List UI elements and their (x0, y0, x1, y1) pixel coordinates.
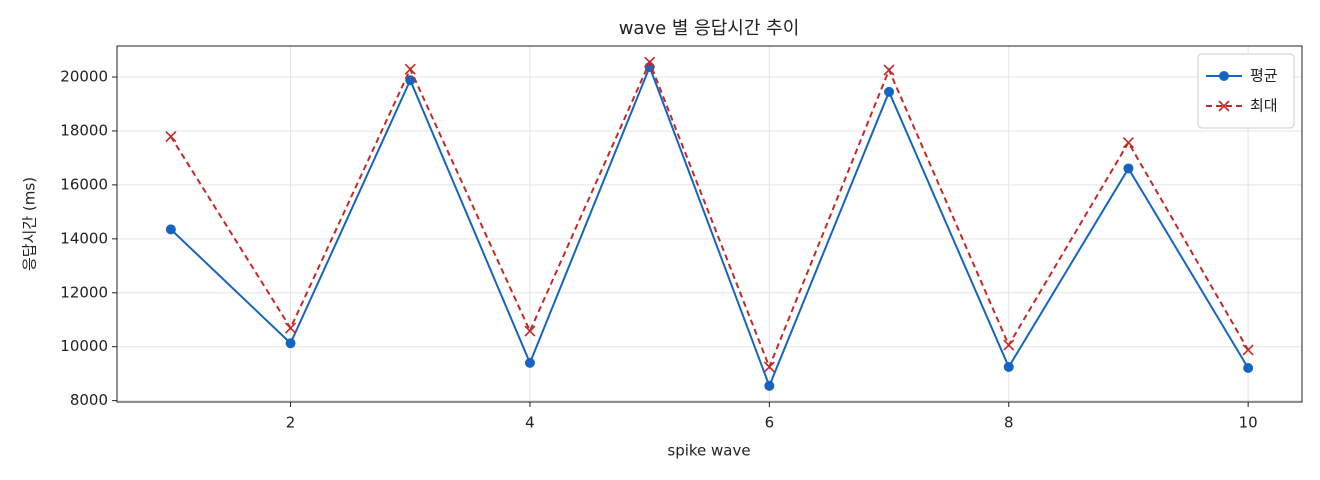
point (1243, 363, 1254, 374)
x-axis-label: spike wave (667, 442, 750, 460)
x-tick-label: 6 (765, 414, 775, 432)
legend-label: 최대 (1250, 97, 1278, 115)
point (764, 380, 775, 391)
point (404, 63, 416, 75)
x-tick-label: 4 (525, 414, 535, 432)
point (285, 338, 296, 349)
y-tick-label: 10000 (60, 337, 108, 355)
legend-label: 평균 (1250, 67, 1278, 85)
point (1242, 344, 1254, 356)
point (1123, 163, 1134, 174)
point (763, 361, 775, 373)
point (165, 224, 176, 235)
point (284, 322, 297, 334)
legend-box (1197, 53, 1295, 129)
point (405, 75, 416, 86)
point (524, 325, 536, 337)
point (1122, 136, 1135, 149)
y-tick-label: 8000 (70, 391, 108, 409)
x-tick-label: 8 (1004, 414, 1014, 432)
y-axis-label: 응답시간 (ms) (21, 177, 39, 271)
point (884, 86, 895, 97)
plot-frame (116, 45, 1303, 403)
line (170, 59, 1250, 370)
chart-title: wave 별 응답시간 추이 (619, 18, 800, 39)
point (1003, 339, 1015, 351)
y-tick-label: 12000 (60, 283, 108, 301)
x-tick-label: 2 (286, 414, 296, 432)
point (1003, 361, 1014, 372)
legend-marker (1218, 100, 1230, 112)
y-tick-label: 16000 (60, 175, 108, 193)
y-tick-label: 14000 (60, 229, 108, 247)
line (170, 64, 1249, 389)
y-tick-label: 18000 (60, 121, 108, 139)
point (524, 357, 535, 368)
legend-marker (1219, 71, 1229, 81)
y-tick-label: 20000 (60, 68, 108, 86)
point (165, 131, 177, 143)
point (644, 56, 656, 68)
point (883, 64, 895, 76)
x-tick-label: 10 (1239, 414, 1258, 432)
